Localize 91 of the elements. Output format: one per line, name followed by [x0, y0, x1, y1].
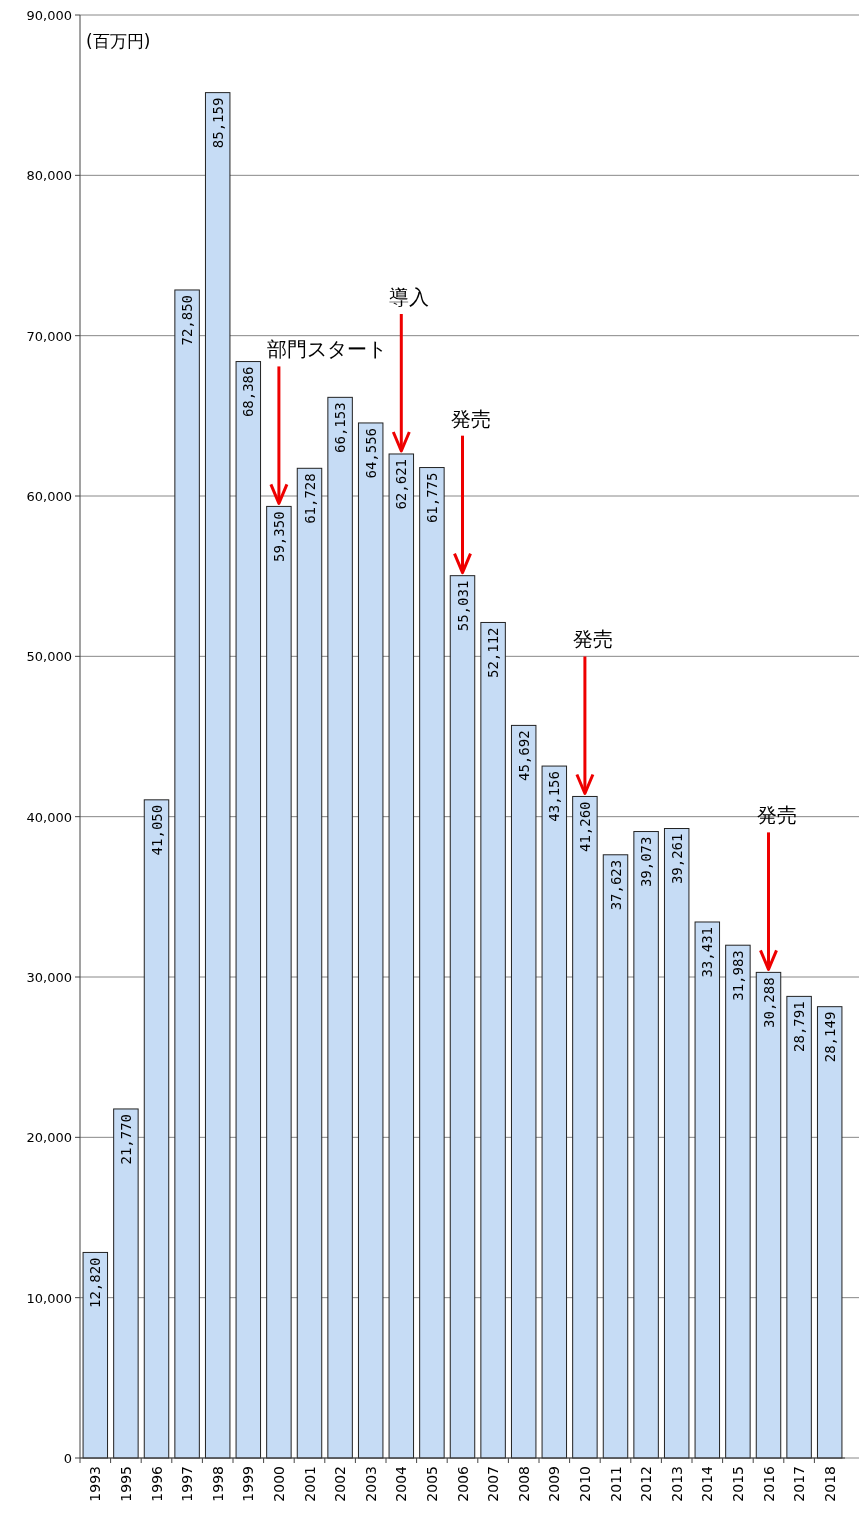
- data-label: 59,350: [270, 511, 287, 562]
- x-tick-label: 1996: [148, 1465, 165, 1502]
- annotation: 発売: [450, 406, 491, 431]
- annotation: 部門スタート: [266, 337, 387, 362]
- y-axis-title: (百万円): [86, 31, 151, 51]
- data-label: 28,149: [821, 1011, 838, 1063]
- data-label: 21,770: [117, 1113, 134, 1165]
- x-tick-label: 2002: [332, 1466, 349, 1502]
- annotation: 発売: [572, 627, 613, 652]
- data-label: 62,621: [393, 458, 410, 510]
- x-tick-label: 1999: [240, 1466, 257, 1502]
- x-tick-label: 2005: [423, 1466, 440, 1502]
- data-label: 85,159: [209, 97, 226, 149]
- data-label: 72,850: [179, 294, 196, 346]
- annotation: 導入: [389, 284, 430, 309]
- x-tick-label: 2015: [729, 1466, 746, 1502]
- data-label: 39,261: [668, 833, 685, 885]
- x-tick-label: 2016: [760, 1465, 777, 1502]
- data-label: 41,260: [576, 801, 593, 853]
- bar: [266, 505, 292, 1459]
- bar: [725, 944, 751, 1459]
- bar: [143, 799, 170, 1459]
- data-label: 61,775: [423, 472, 440, 524]
- annotation: 発売: [756, 803, 797, 828]
- x-tick-label: 1995: [117, 1466, 134, 1502]
- data-label: 39,073: [638, 836, 655, 888]
- x-tick-label: 1998: [209, 1466, 226, 1502]
- data-label: 37,623: [607, 859, 624, 911]
- x-tick-label: 2017: [791, 1466, 808, 1502]
- bar: [480, 621, 506, 1459]
- bar: [449, 575, 476, 1459]
- bar: [602, 854, 629, 1459]
- y-tick-label: 50,000: [26, 649, 72, 665]
- bar: [633, 831, 659, 1459]
- y-tick-label: 40,000: [26, 809, 72, 825]
- bar: [786, 995, 812, 1459]
- bar: [388, 453, 415, 1459]
- x-tick-label: 2000: [270, 1466, 287, 1502]
- bar: [572, 795, 598, 1459]
- y-tick-label: 30,000: [26, 970, 72, 985]
- y-tick-label: 90,000: [26, 8, 72, 23]
- data-label: 68,386: [240, 366, 257, 418]
- x-tick-label: 2014: [699, 1465, 716, 1502]
- bar: [541, 765, 568, 1459]
- x-tick-label: 2003: [362, 1466, 379, 1502]
- y-tick-label: 10,000: [26, 1290, 72, 1306]
- data-label: 12,820: [87, 1257, 104, 1309]
- x-tick-label: 2006: [454, 1465, 471, 1502]
- y-tick-label: 20,000: [26, 1130, 72, 1146]
- bar: [327, 396, 353, 1459]
- data-label: 64,556: [362, 427, 379, 479]
- data-label: 66,153: [332, 402, 349, 453]
- data-label: 41,050: [148, 804, 165, 856]
- y-tick-label: 70,000: [26, 328, 72, 344]
- bar: [113, 1108, 139, 1459]
- x-tick-label: 2010: [576, 1466, 593, 1502]
- bar: [174, 289, 200, 1459]
- bar: [204, 92, 231, 1459]
- data-label: 43,156: [546, 771, 563, 822]
- bar: [694, 921, 721, 1459]
- x-tick-label: 2011: [607, 1466, 624, 1502]
- x-tick-label: 1997: [179, 1466, 196, 1502]
- data-label: 33,431: [699, 926, 716, 978]
- x-tick-label: 2018: [821, 1466, 838, 1502]
- y-tick-label: 60,000: [26, 489, 72, 504]
- bar: [235, 361, 262, 1459]
- x-tick-label: 2013: [668, 1466, 685, 1502]
- x-tick-label: 1993: [87, 1466, 104, 1502]
- data-label: 55,031: [454, 580, 471, 632]
- data-label: 45,692: [515, 730, 532, 781]
- bar: [816, 1006, 843, 1459]
- data-label: 30,288: [760, 977, 777, 1028]
- y-tick-label: 80,000: [26, 168, 72, 184]
- x-tick-label: 2001: [301, 1466, 318, 1502]
- data-label: 28,791: [791, 1001, 808, 1052]
- bar: [419, 467, 445, 1459]
- x-tick-label: 2012: [638, 1466, 655, 1502]
- x-tick-label: 2004: [393, 1465, 410, 1502]
- y-tick-label: 0: [63, 1451, 72, 1466]
- bar: [357, 422, 384, 1459]
- data-label: 52,112: [485, 627, 502, 679]
- data-label: 31,983: [729, 950, 746, 1001]
- data-label: 61,728: [301, 473, 318, 524]
- x-tick-label: 2009: [546, 1466, 563, 1502]
- bar: [663, 828, 690, 1459]
- bar: [510, 724, 537, 1459]
- x-tick-label: 2008: [515, 1466, 532, 1502]
- bar: [82, 1251, 109, 1459]
- x-tick-label: 2007: [485, 1466, 502, 1502]
- bar: [296, 467, 323, 1459]
- bar: [755, 971, 782, 1459]
